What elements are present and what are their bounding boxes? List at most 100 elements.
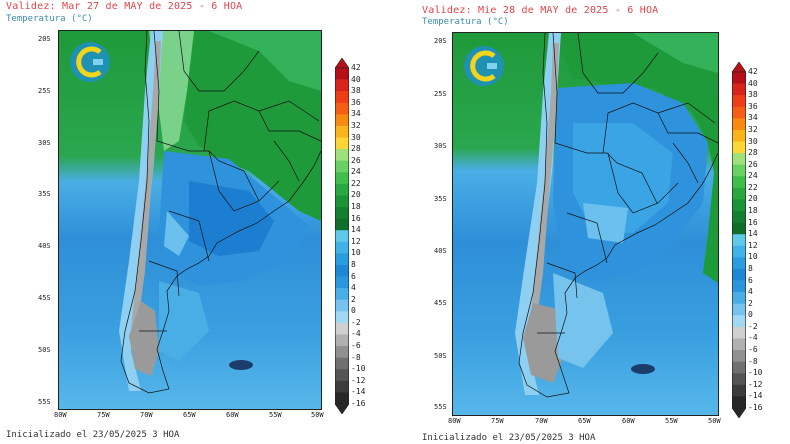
- lat-label: 45S: [434, 299, 447, 307]
- lat-label: 40S: [434, 247, 447, 255]
- colorbar-swatch: [732, 199, 746, 212]
- colorbar-swatch: [732, 118, 746, 131]
- colorbar-swatch: [335, 125, 349, 138]
- colorbar-tick-label: 18: [748, 206, 758, 216]
- colorbar-tick-label: 22: [351, 178, 361, 188]
- colorbar-swatch: [732, 72, 746, 84]
- colorbar-tick-label: 0: [748, 310, 753, 320]
- colorbar-tick-label: 38: [351, 86, 361, 96]
- colorbar-tick-label: -12: [748, 379, 763, 389]
- colorbar-frame: [732, 71, 746, 409]
- colorbar-tick-label: 32: [351, 120, 361, 130]
- colorbar-arrow-top: [334, 57, 350, 69]
- init-footer: Inicializado el 23/05/2025 3 HOA: [422, 433, 596, 443]
- lat-label: 55S: [38, 398, 51, 406]
- colorbar-tick-label: 40: [351, 74, 361, 84]
- colorbar-tick-label: 28: [748, 148, 758, 158]
- lon-label: 70W: [535, 417, 548, 425]
- colorbar-swatch: [335, 264, 349, 277]
- colorbar-tick-label: -12: [351, 375, 366, 385]
- colorbar-swatch: [732, 176, 746, 189]
- colorbar-swatch: [732, 164, 746, 177]
- lat-label: 30S: [38, 139, 51, 147]
- colorbar-tick-label: 24: [351, 167, 361, 177]
- temperature-map: [452, 32, 719, 416]
- colorbar-frame: [335, 67, 349, 405]
- colorbar-swatch: [732, 245, 746, 258]
- lon-label: 70W: [140, 411, 153, 419]
- lon-label: 80W: [54, 411, 67, 419]
- lon-label: 65W: [578, 417, 591, 425]
- colorbar-swatch: [335, 102, 349, 115]
- colorbar-tick-label: 34: [351, 109, 361, 119]
- colorbar-tick-label: -4: [748, 333, 758, 343]
- colorbar-tick-label: 26: [351, 155, 361, 165]
- colorbar-swatch: [335, 114, 349, 127]
- map-graphic: [453, 33, 718, 415]
- lon-label: 55W: [269, 411, 282, 419]
- lat-label: 30S: [434, 142, 447, 150]
- panel-title: Validez: Mie 28 de MAY de 2025 - 6 HOA: [422, 5, 659, 16]
- colorbar-swatch: [335, 288, 349, 301]
- colorbar-arrow-bottom: [731, 407, 747, 419]
- colorbar-tick-label: -2: [351, 317, 361, 327]
- colorbar-swatch: [335, 357, 349, 370]
- colorbar-swatch: [335, 311, 349, 324]
- lat-label: 35S: [38, 190, 51, 198]
- colorbar-tick-label: 6: [748, 275, 753, 285]
- colorbar-tick-label: -8: [748, 356, 758, 366]
- colorbar-swatch: [732, 141, 746, 154]
- colorbar-swatch: [335, 299, 349, 312]
- lat-label: 40S: [38, 242, 51, 250]
- colorbar-swatch: [335, 183, 349, 196]
- colorbar-swatch: [732, 361, 746, 374]
- colorbar-swatch: [732, 303, 746, 316]
- colorbar-tick-label: 28: [351, 144, 361, 154]
- colorbar-swatch: [335, 195, 349, 208]
- lon-label: 75W: [97, 411, 110, 419]
- lat-label: 35S: [434, 195, 447, 203]
- colorbar-swatch: [732, 338, 746, 351]
- colorbar-tick-label: 34: [748, 113, 758, 123]
- colorbar-tick-label: -6: [351, 341, 361, 351]
- lon-label: 50W: [311, 411, 324, 419]
- colorbar-swatch: [335, 346, 349, 358]
- lon-label: 80W: [448, 417, 461, 425]
- colorbar-swatch: [335, 79, 349, 92]
- colorbar-tick-label: 8: [748, 263, 753, 273]
- colorbar-tick-label: 42: [748, 67, 758, 76]
- colorbar-tick-label: 2: [351, 294, 356, 304]
- colorbar-swatch: [335, 322, 349, 335]
- colorbar-swatch: [335, 91, 349, 104]
- colorbar-tick-label: 10: [351, 248, 361, 258]
- lon-label: 65W: [183, 411, 196, 419]
- panel-subtitle: Temperatura (°C): [422, 17, 509, 27]
- colorbar-swatch: [335, 68, 349, 80]
- colorbar-swatch: [335, 218, 349, 231]
- colorbar-arrow-top: [731, 61, 747, 73]
- colorbar-swatch: [335, 230, 349, 243]
- colorbar-tick-label: 0: [351, 306, 356, 316]
- colorbar-tick-label: -10: [351, 364, 366, 374]
- colorbar-tick-label: 36: [351, 97, 361, 107]
- colorbar-tick-label: 14: [748, 229, 758, 239]
- colorbar-swatch: [335, 149, 349, 161]
- colorbar-swatch: [335, 369, 349, 382]
- colorbar-swatch: [732, 83, 746, 96]
- lat-label: 45S: [38, 294, 51, 302]
- colorbar-swatch: [732, 257, 746, 270]
- colorbar-tick-label: 36: [748, 101, 758, 111]
- colorbar-tick-label: 42: [351, 63, 361, 72]
- colorbar-tick-label: -16: [748, 403, 763, 412]
- colorbar-scale: [731, 61, 747, 419]
- panel-may-28: Validez: Mie 28 de MAY de 2025 - 6 HOA T…: [420, 0, 790, 444]
- colorbar-swatch: [732, 268, 746, 281]
- colorbar-tick-label: 4: [351, 283, 356, 293]
- colorbar-swatch: [732, 350, 746, 362]
- logo-icon: [68, 40, 112, 88]
- colorbar-tick-label: -10: [748, 368, 763, 378]
- init-footer: Inicializado el 23/05/2025 3 HOA: [6, 430, 180, 440]
- colorbar-swatch: [335, 172, 349, 185]
- colorbar-swatch: [732, 315, 746, 328]
- colorbar-arrow-bottom: [334, 403, 350, 415]
